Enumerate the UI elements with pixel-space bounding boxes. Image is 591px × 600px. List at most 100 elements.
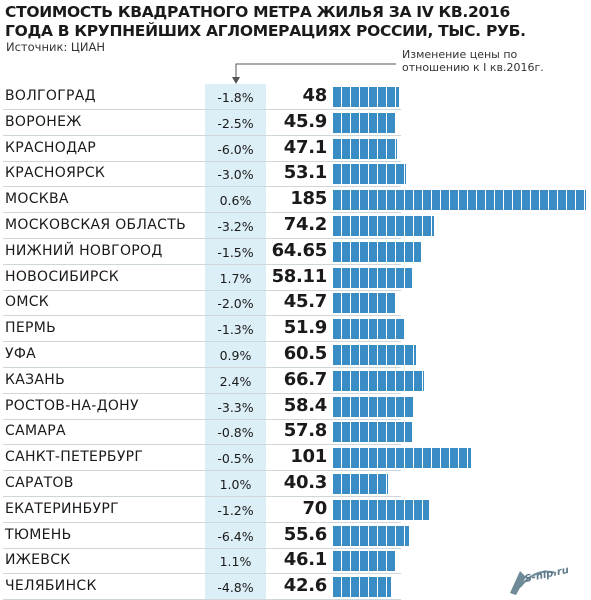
chart-row: КРАСНОДАР -6.0% 47.1 — [0, 136, 591, 162]
price-change-label: 0.9% — [219, 348, 252, 363]
row-divider — [3, 315, 401, 317]
chart-row: ЕКАТЕРИНБУРГ -1.2% 70 — [0, 497, 591, 523]
change-note: Изменение цены по отношению к I кв.2016г… — [402, 48, 544, 74]
city-label: ЧЕЛЯБИНСК — [5, 578, 97, 595]
price-change-label: -1.8% — [217, 90, 254, 105]
price-bar — [333, 164, 406, 185]
row-divider — [3, 212, 401, 214]
arrow-head — [232, 77, 240, 84]
price-change-label: -3.2% — [217, 219, 254, 234]
row-divider — [3, 418, 401, 420]
row-divider — [3, 496, 401, 497]
price-value-label: 45.7 — [283, 291, 328, 313]
price-change-label: -0.5% — [217, 451, 254, 467]
row-divider — [3, 134, 401, 136]
row-divider — [3, 186, 401, 188]
city-label: ЕКАТЕРИНБУРГ — [5, 500, 119, 517]
city-label: САНКТ-ПЕТЕРБУРГ — [5, 449, 144, 466]
price-change-label: -0.8% — [217, 425, 254, 441]
city-label: НИЖНИЙ НОВГОРОД — [5, 242, 163, 259]
price-bar — [333, 422, 412, 443]
chart-row: САНКТ-ПЕТЕРБУРГ -0.5% 101 — [0, 445, 591, 472]
price-change-label: 1.1% — [219, 554, 252, 570]
row-divider — [3, 521, 401, 523]
city-label: РОСТОВ-НА-ДОНУ — [5, 397, 139, 414]
price-bar — [333, 138, 397, 159]
logo-swoosh — [519, 570, 557, 588]
price-change-label: 2.4% — [219, 373, 252, 389]
city-label: МОСКВА — [5, 191, 69, 208]
chart-row: НИЖНИЙ НОВГОРОД -1.5% 64.65 — [0, 239, 591, 265]
chart-row: ЧЕЛЯБИНСК -4.8% 42.6 — [0, 574, 591, 600]
chart-row: ВОЛГОГРАД -1.8% 48 — [0, 84, 591, 110]
city-label: КРАСНОЯРСК — [5, 165, 106, 182]
chart-row: ПЕРМЬ -1.3% 51.9 — [0, 316, 591, 343]
price-bar — [333, 319, 404, 340]
row-divider — [3, 238, 401, 239]
price-change-label: -1.3% — [217, 322, 254, 338]
row-divider — [3, 573, 401, 575]
city-label: ОМСК — [5, 294, 50, 311]
price-change-label: -6.4% — [217, 528, 254, 544]
price-value-label: 66.7 — [283, 368, 328, 390]
chart-row: МОСКВА 0.6% 185 — [0, 187, 591, 214]
row-divider — [3, 470, 401, 472]
site-logo — [510, 570, 557, 595]
price-value-label: 101 — [290, 446, 327, 468]
city-label: КАЗАНЬ — [5, 371, 66, 388]
city-label: КРАСНОДАР — [5, 139, 96, 156]
price-value-label: 58.4 — [283, 394, 328, 416]
price-bar — [333, 577, 391, 598]
city-label: ИЖЕВСК — [5, 552, 71, 569]
price-change-label: -3.3% — [217, 399, 254, 415]
row-divider — [3, 367, 401, 368]
price-value-label: 53.1 — [283, 162, 328, 184]
price-change-label: -1.5% — [217, 244, 254, 260]
title-line-2: ГОДА В КРУПНЕЙШИХ АГЛОМЕРАЦИЯХ РОССИИ, Т… — [5, 22, 526, 40]
chart-row: НОВОСИБИРСК 1.7% 58.11 — [0, 265, 591, 291]
price-bar — [333, 87, 399, 107]
price-change-label: -6.0% — [217, 141, 254, 157]
price-change-label: -3.0% — [217, 167, 254, 183]
price-bar — [333, 499, 429, 520]
chart-row: ИЖЕВСК 1.1% 46.1 — [0, 548, 591, 575]
price-change-label: 1.7% — [219, 270, 252, 286]
price-bar — [333, 293, 395, 314]
price-value-label: 64.65 — [271, 239, 328, 261]
row-divider — [3, 109, 401, 110]
chart-row: МОСКОВСКАЯ ОБЛАСТЬ -3.2% 74.2 — [0, 213, 591, 239]
chart-title: СТОИМОСТЬ КВАДРАТНОГО МЕТРА ЖИЛЬЯ ЗА IV … — [5, 3, 585, 41]
price-change-label: 1.0% — [219, 477, 252, 492]
price-bar — [333, 241, 421, 262]
city-label: МОСКОВСКАЯ ОБЛАСТЬ — [5, 217, 186, 233]
city-label: ТЮМЕНЬ — [5, 526, 72, 543]
source-label: Источник: ЦИАН — [6, 40, 105, 54]
row-divider — [3, 341, 401, 343]
city-label: САРАТОВ — [5, 475, 74, 491]
price-change-label: -2.5% — [217, 115, 254, 131]
price-value-label: 58.11 — [271, 265, 328, 287]
price-bar — [333, 216, 434, 236]
price-value-label: 57.8 — [283, 420, 328, 442]
city-label: ВОЛГОГРАД — [5, 88, 96, 104]
chart-row: ТЮМЕНЬ -6.4% 55.6 — [0, 523, 591, 549]
row-divider — [3, 444, 401, 446]
price-value-label: 45.9 — [283, 110, 328, 132]
chart-row: РОСТОВ-НА-ДОНУ -3.3% 58.4 — [0, 394, 591, 420]
price-value-label: 70 — [302, 497, 328, 519]
price-bar — [333, 396, 413, 417]
price-bar — [333, 345, 416, 365]
price-bar — [333, 474, 388, 494]
price-value-label: 55.6 — [283, 523, 328, 545]
price-bar — [333, 551, 396, 572]
chart-row: УФА 0.9% 60.5 — [0, 342, 591, 368]
price-bar — [333, 267, 412, 288]
chart-row: САРАТОВ 1.0% 40.3 — [0, 471, 591, 497]
price-change-label: -1.2% — [217, 502, 254, 518]
price-value-label: 51.9 — [283, 317, 328, 339]
chart-row: ВОРОНЕЖ -2.5% 45.9 — [0, 110, 591, 136]
row-divider — [3, 547, 401, 549]
row-divider — [3, 289, 401, 291]
price-value-label: 74.2 — [283, 214, 328, 235]
price-value-label: 47.1 — [283, 136, 328, 158]
